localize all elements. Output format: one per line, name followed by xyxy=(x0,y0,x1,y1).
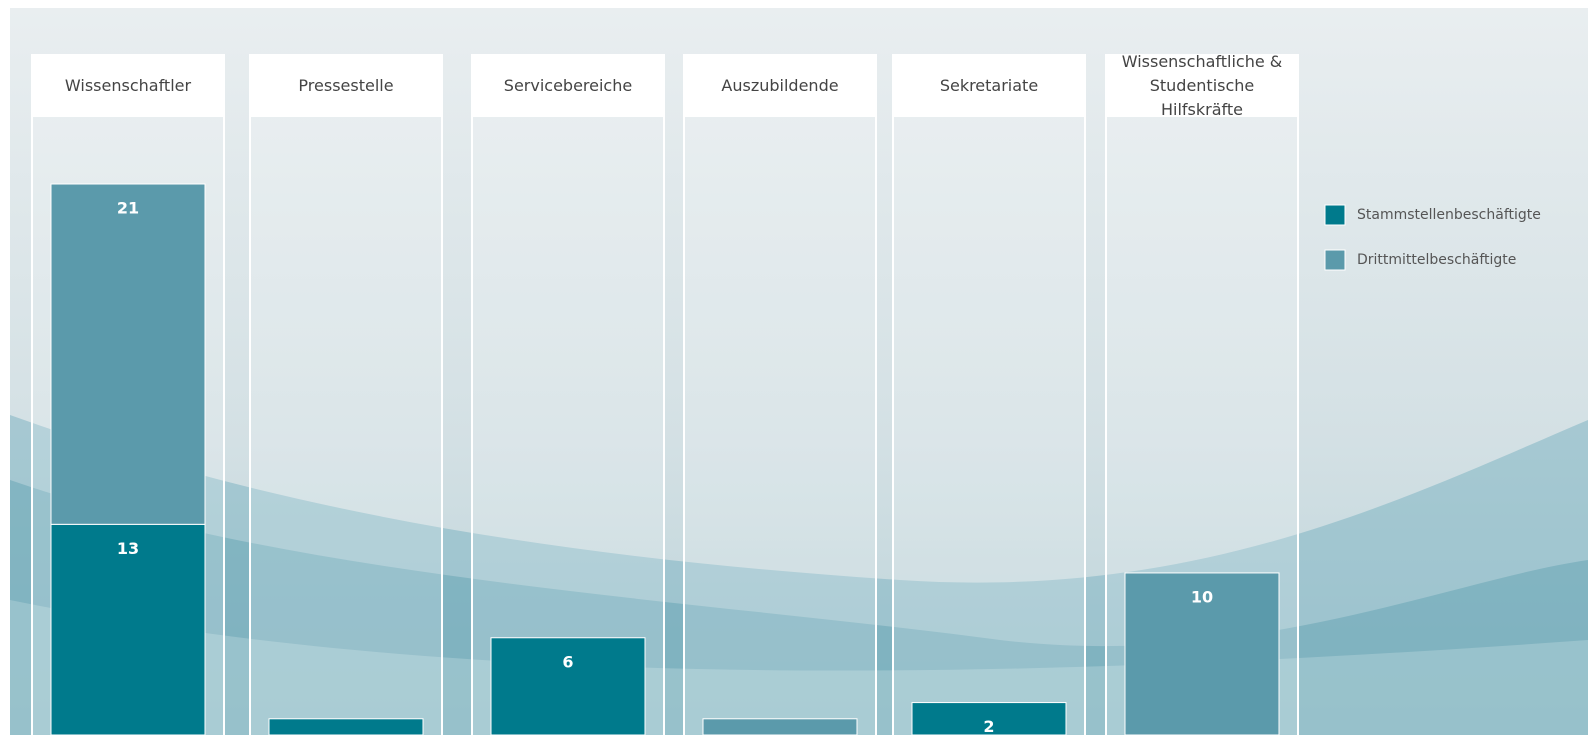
column-frame xyxy=(250,55,442,735)
legend-swatch xyxy=(1325,250,1345,270)
value-label: 2 xyxy=(983,717,994,735)
column-frame xyxy=(684,55,876,735)
legend-label: Drittmittelbeschäftigte xyxy=(1357,252,1516,268)
value-label: 6 xyxy=(562,652,573,671)
category-header: Servicebereiche xyxy=(472,55,664,117)
legend-label: Stammstellenbeschäftigte xyxy=(1357,207,1541,223)
columns xyxy=(32,55,1298,735)
column-frame xyxy=(893,55,1085,735)
bar xyxy=(51,184,205,524)
category-header: Pressestelle xyxy=(250,55,442,117)
category-header: Wissenschaftler xyxy=(32,55,224,117)
category-header: Wissenschaftliche & Studentische Hilfskr… xyxy=(1106,55,1298,117)
value-label: 21 xyxy=(117,199,139,218)
column-frame xyxy=(472,55,664,735)
legend-swatch xyxy=(1325,205,1345,225)
value-label: 10 xyxy=(1191,587,1213,606)
category-header: Auszubildende xyxy=(684,55,876,117)
category-header: Sekretariate xyxy=(893,55,1085,117)
page: {"chart_data": {"type": "bar", "categori… xyxy=(0,0,1588,735)
value-label: 13 xyxy=(117,539,139,558)
